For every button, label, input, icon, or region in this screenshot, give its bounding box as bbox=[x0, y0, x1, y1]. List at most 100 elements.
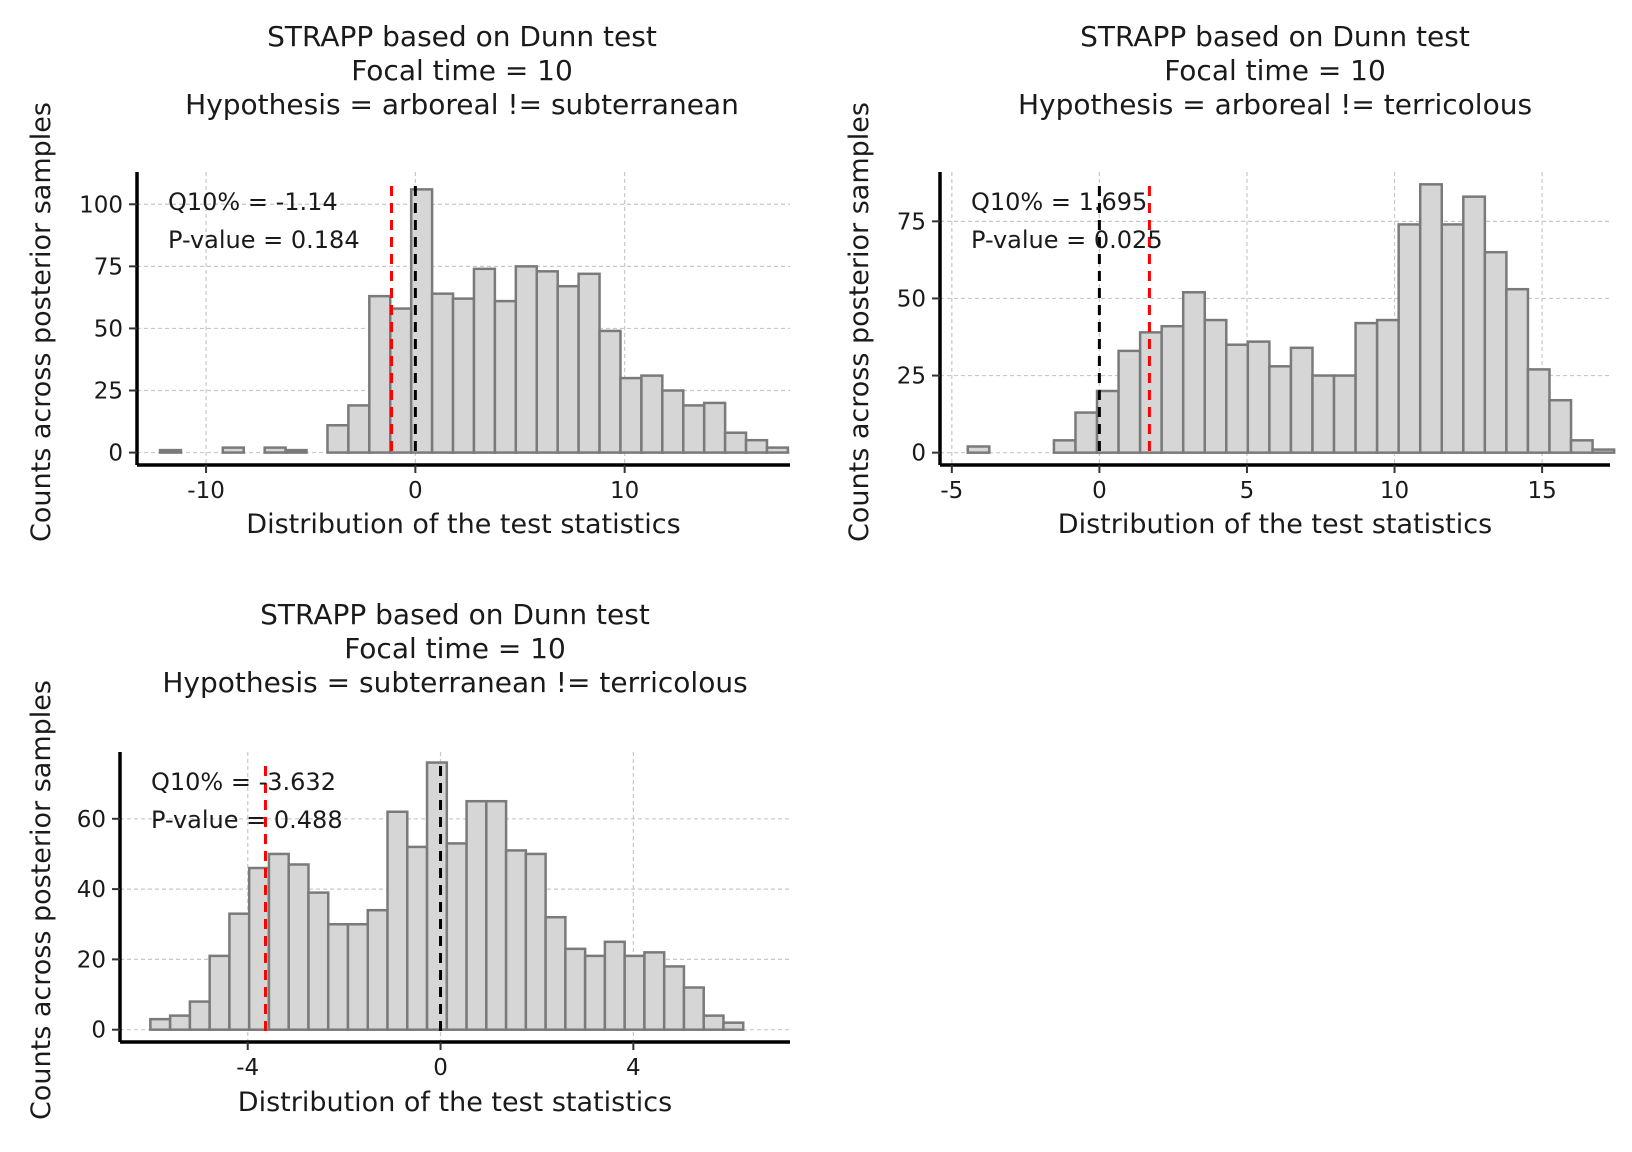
histogram-bar bbox=[284, 448, 308, 454]
chart-title-line: STRAPP based on Dunn test bbox=[267, 20, 657, 53]
histogram-bar bbox=[623, 954, 646, 1031]
histogram-bar bbox=[430, 292, 455, 454]
histogram-bar bbox=[1052, 439, 1077, 454]
histogram-bar bbox=[221, 446, 245, 454]
y-tick-label: 75 bbox=[94, 254, 123, 280]
histogram-bar bbox=[346, 922, 370, 1031]
histogram-bar bbox=[1289, 346, 1314, 454]
histogram-bar bbox=[386, 810, 409, 1031]
y-tick-label: 0 bbox=[91, 1018, 106, 1044]
histogram-bar bbox=[1225, 343, 1250, 454]
histogram-bar bbox=[535, 270, 559, 454]
histogram-bar bbox=[1440, 223, 1465, 454]
histogram-bar bbox=[598, 329, 622, 454]
histogram-bar bbox=[661, 389, 685, 454]
q10-annotation: Q10% = -3.632 bbox=[151, 768, 336, 796]
y-tick-label: 25 bbox=[94, 379, 123, 405]
histogram-bar bbox=[1354, 321, 1379, 454]
histogram-bar bbox=[168, 1014, 192, 1031]
histogram-bar bbox=[1332, 374, 1357, 454]
x-axis-label: Distribution of the test statistics bbox=[246, 509, 680, 540]
y-tick-label: 0 bbox=[911, 441, 926, 467]
histogram-bar bbox=[188, 1000, 211, 1031]
q10-annotation: Q10% = 1.695 bbox=[971, 188, 1147, 216]
y-tick-label: 0 bbox=[108, 441, 123, 467]
x-tick-label: 0 bbox=[408, 478, 423, 504]
histogram-bar bbox=[493, 299, 518, 454]
chart-title-line: Focal time = 10 bbox=[351, 54, 573, 87]
x-tick-label: 15 bbox=[1527, 478, 1556, 504]
histogram-bar bbox=[544, 915, 567, 1031]
histogram-bar bbox=[1418, 183, 1444, 454]
histogram-bar bbox=[702, 401, 727, 454]
histogram-bar bbox=[577, 272, 601, 454]
histogram-bar bbox=[1483, 250, 1508, 454]
histogram-bar bbox=[1526, 368, 1551, 454]
y-tick-label: 20 bbox=[77, 947, 106, 973]
histogram-bar bbox=[366, 908, 389, 1031]
histogram-bar bbox=[744, 438, 769, 454]
x-axis-label: Distribution of the test statistics bbox=[1058, 509, 1492, 540]
histogram-bar bbox=[158, 448, 183, 454]
histogram-bar bbox=[504, 849, 528, 1031]
histogram-bar bbox=[1246, 340, 1271, 454]
histogram-bar bbox=[228, 912, 251, 1031]
p-value-annotation: P-value = 0.184 bbox=[168, 226, 360, 254]
histogram-bar bbox=[326, 424, 350, 454]
x-tick-label: -4 bbox=[236, 1055, 259, 1081]
histogram-bar bbox=[966, 445, 991, 454]
histogram-bar bbox=[1462, 195, 1487, 454]
x-tick-label: 10 bbox=[610, 478, 639, 504]
chart-title-line: Focal time = 10 bbox=[1164, 54, 1386, 87]
x-tick-label: 10 bbox=[1380, 478, 1409, 504]
histogram-bar bbox=[640, 374, 664, 454]
y-axis-label: Counts across posterior samples bbox=[26, 680, 57, 1120]
histogram-bar bbox=[1181, 291, 1207, 454]
x-tick-label: 5 bbox=[1240, 478, 1255, 504]
x-tick-label: -5 bbox=[940, 478, 963, 504]
histogram-bar bbox=[524, 852, 547, 1031]
histogram-bar bbox=[1569, 439, 1594, 454]
histogram-bar bbox=[723, 431, 748, 454]
histogram-bar bbox=[682, 986, 705, 1031]
histogram-bar bbox=[722, 1021, 745, 1031]
histogram-bar bbox=[267, 852, 290, 1031]
y-axis-label: Counts across posterior samples bbox=[844, 102, 875, 542]
chart-title-line: STRAPP based on Dunn test bbox=[1080, 20, 1470, 53]
histogram-bar bbox=[307, 891, 330, 1031]
histogram-bar bbox=[208, 954, 231, 1031]
histogram-bar bbox=[643, 951, 666, 1031]
histogram-bar bbox=[263, 446, 287, 454]
histogram-bar bbox=[1375, 318, 1400, 454]
histogram-bar bbox=[603, 940, 626, 1031]
x-tick-label: 0 bbox=[1092, 478, 1107, 504]
histogram-bar bbox=[1203, 318, 1228, 454]
y-tick-label: 50 bbox=[897, 286, 926, 312]
chart-title-line: STRAPP based on Dunn test bbox=[260, 598, 650, 631]
histogram-bar bbox=[1117, 349, 1142, 454]
histogram-bar bbox=[465, 799, 488, 1031]
histogram-bar bbox=[1074, 411, 1099, 454]
histogram-bar bbox=[368, 294, 392, 454]
y-tick-label: 100 bbox=[79, 192, 123, 218]
histogram-bar bbox=[1268, 365, 1293, 454]
x-tick-label: 4 bbox=[626, 1055, 641, 1081]
y-tick-label: 40 bbox=[77, 877, 106, 903]
histogram-bar bbox=[619, 376, 643, 454]
histogram-bar bbox=[1397, 223, 1422, 454]
histogram-bar bbox=[662, 965, 686, 1031]
histogram-bar bbox=[347, 404, 371, 454]
histogram-bar bbox=[287, 863, 310, 1031]
histogram-bar bbox=[702, 1014, 725, 1031]
histogram-bar bbox=[765, 446, 790, 454]
histogram-bar bbox=[149, 1017, 172, 1031]
histogram-bar bbox=[583, 954, 607, 1031]
x-axis-label: Distribution of the test statistics bbox=[238, 1087, 672, 1118]
histogram-bar bbox=[445, 842, 468, 1031]
p-value-annotation: P-value = 0.025 bbox=[971, 226, 1163, 254]
histogram-bar bbox=[556, 284, 580, 454]
